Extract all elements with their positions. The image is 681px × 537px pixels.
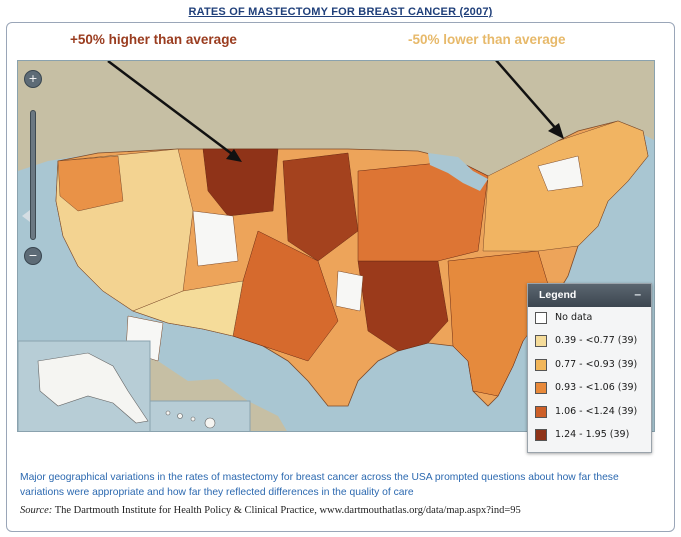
great-lakes xyxy=(428,153,488,191)
legend-item: 1.06 - <1.24 (39) xyxy=(528,401,651,424)
legend-swatch xyxy=(535,335,547,348)
us-choropleth-map[interactable] xyxy=(17,60,655,432)
region-southeast-mid xyxy=(447,250,554,397)
legend-item: 0.39 - <0.77 (39) xyxy=(528,330,651,353)
legend-swatch xyxy=(535,312,547,324)
canada-land xyxy=(18,61,654,176)
legend-item: No data xyxy=(528,307,651,330)
legend-label: No data xyxy=(555,312,593,323)
source-text: The Dartmouth Institute for Health Polic… xyxy=(52,505,521,516)
legend-item: 0.77 - <0.93 (39) xyxy=(528,354,651,377)
region-nodata-1 xyxy=(192,210,239,267)
arrow-high xyxy=(107,61,242,162)
legend-panel: Legend – No data 0.39 - <0.77 (39) 0.77 - … xyxy=(527,283,652,453)
figure-caption: Major geographical variations in the rat… xyxy=(20,472,619,498)
legend-label: 0.77 - <0.93 (39) xyxy=(555,358,638,370)
zoom-out-icon: − xyxy=(28,249,38,262)
legend-collapse-button[interactable]: – xyxy=(634,287,641,301)
legend-item: 1.24 - 1.95 (39) xyxy=(528,424,651,447)
zoom-in-button[interactable]: + xyxy=(24,70,42,88)
region-plains-dark xyxy=(282,152,359,262)
region-mountain-dark xyxy=(202,148,279,217)
region-nodata-3 xyxy=(537,155,584,192)
source-label: Source: xyxy=(20,505,53,516)
region-nodata-2 xyxy=(335,270,364,312)
map-canvas xyxy=(18,61,654,431)
region-southwest-light xyxy=(132,280,244,337)
alaska-land xyxy=(37,352,149,424)
legend-items: No data 0.39 - <0.77 (39) 0.77 - <0.93 (39… xyxy=(528,307,651,447)
region-northwest-mid xyxy=(57,155,124,212)
annotation-high: +50% higher than average xyxy=(70,32,237,47)
legend-header: Legend – xyxy=(528,284,651,307)
zoom-slider-track[interactable] xyxy=(30,110,36,240)
hawaii-inset xyxy=(149,400,251,431)
figure-source: Source: The Dartmouth Institute for Heal… xyxy=(20,505,660,516)
hawaii-islands xyxy=(165,410,216,429)
legend-swatch xyxy=(535,428,547,441)
legend-label: 0.93 - <1.06 (39) xyxy=(555,382,638,394)
legend-swatch xyxy=(535,405,547,418)
zoom-slider-handle[interactable] xyxy=(22,210,30,222)
legend-swatch xyxy=(535,382,547,395)
legend-swatch xyxy=(535,358,547,371)
zoom-in-icon: + xyxy=(28,72,38,85)
arrow-low xyxy=(495,61,564,139)
annotation-low: -50% lower than average xyxy=(408,32,566,47)
legend-item: 0.93 - <1.06 (39) xyxy=(528,377,651,400)
legend-label: 0.39 - <0.77 (39) xyxy=(555,335,638,347)
legend-label: 1.24 - 1.95 (39) xyxy=(555,428,630,440)
zoom-out-button[interactable]: − xyxy=(24,247,42,265)
figure-title: RATES OF MASTECTOMY FOR BREAST CANCER (2… xyxy=(188,6,493,18)
map-zoom-control: + − xyxy=(22,70,42,265)
legend-title: Legend xyxy=(539,289,577,301)
legend-label: 1.06 - <1.24 (39) xyxy=(555,405,638,417)
